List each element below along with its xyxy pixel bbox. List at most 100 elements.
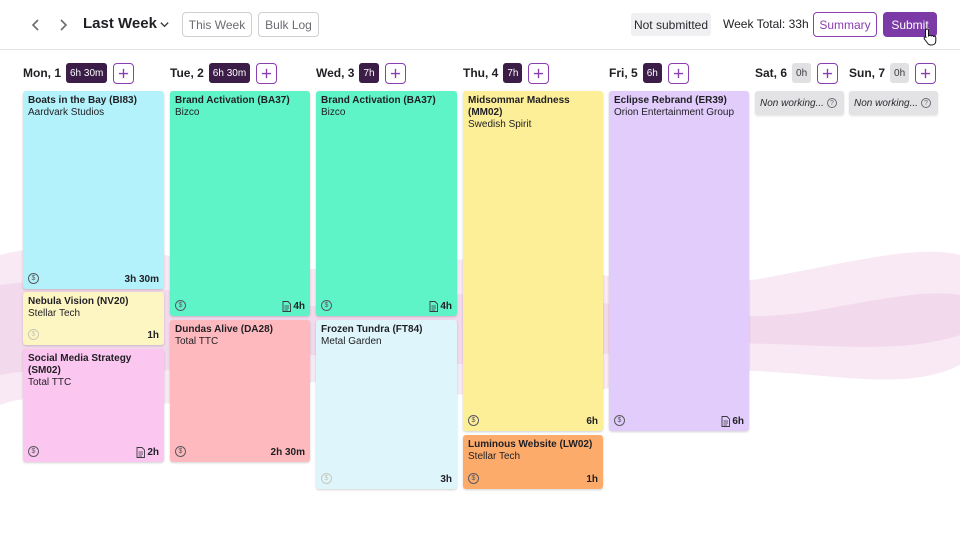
entry-project: Luminous Website (LW02) xyxy=(468,439,593,450)
entry-client: Metal Garden xyxy=(321,336,382,347)
plus-icon xyxy=(823,68,833,78)
entry-hours: 1h xyxy=(147,330,159,341)
add-entry-button-sat[interactable] xyxy=(817,62,839,84)
entry-hours: 4h xyxy=(282,301,305,312)
time-entry-card[interactable]: Dundas Alive (DA28) Total TTC $ 2h 30m xyxy=(170,320,310,462)
day-header-mon: Mon, 1 6h 30m xyxy=(23,62,135,84)
day-total-badge: 6h 30m xyxy=(208,63,251,83)
dollar-circle-icon: $ xyxy=(175,446,186,457)
day-total-badge: 7h xyxy=(359,63,379,83)
time-entry-card[interactable]: Midsommar Madness (MM02) Swedish Spirit … xyxy=(463,91,603,431)
entry-client: Aardvark Studios xyxy=(28,107,105,118)
hours-text: 2h 30m xyxy=(270,447,305,458)
entry-project: Brand Activation (BA37) xyxy=(175,95,290,106)
page-title: Last Week xyxy=(83,15,157,32)
this-week-button[interactable]: This Week xyxy=(182,12,252,37)
hours-text: 3h xyxy=(440,474,452,485)
dollar-circle-icon: $ xyxy=(321,473,332,484)
question-circle-icon[interactable]: ? xyxy=(920,98,931,108)
add-entry-button-mon[interactable] xyxy=(113,62,135,84)
entry-client: Stellar Tech xyxy=(28,308,81,319)
time-entry-card[interactable]: Nebula Vision (NV20) Stellar Tech $ 1h xyxy=(23,292,164,345)
plus-icon xyxy=(390,68,400,78)
non-working-label: Non working... xyxy=(854,97,918,109)
dollar-circle-icon: $ xyxy=(175,300,186,311)
day-total-badge: 6h 30m xyxy=(66,63,108,83)
week-dropdown-button[interactable] xyxy=(156,16,172,32)
entry-client: Bizco xyxy=(321,107,346,118)
hours-text: 6h xyxy=(732,416,744,427)
document-icon xyxy=(429,301,439,312)
add-entry-button-thu[interactable] xyxy=(528,62,550,84)
question-circle-icon[interactable]: ? xyxy=(826,98,837,108)
entry-client: Total TTC xyxy=(28,377,72,388)
add-entry-button-fri[interactable] xyxy=(667,62,689,84)
time-entry-card[interactable]: Boats in the Bay (BI83) Aardvark Studios… xyxy=(23,91,164,289)
plus-icon xyxy=(262,68,272,78)
dollar-circle-icon: $ xyxy=(321,300,332,311)
pointer-cursor-icon xyxy=(923,28,937,46)
hours-text: 1h xyxy=(147,330,159,341)
bulk-log-button[interactable]: Bulk Log xyxy=(258,12,319,37)
entry-project: Social Media Strategy (SM02) xyxy=(28,353,132,376)
week-total: Week Total: 33h xyxy=(723,17,809,31)
entry-project: Dundas Alive (DA28) xyxy=(175,324,273,335)
plus-icon xyxy=(673,68,683,78)
add-entry-button-wed[interactable] xyxy=(384,62,406,84)
dollar-circle-icon: $ xyxy=(28,329,39,340)
day-total-badge: 0h xyxy=(890,63,910,83)
day-header-fri: Fri, 5 6h xyxy=(609,62,689,84)
chevron-down-icon xyxy=(159,21,169,27)
day-header-sat: Sat, 6 0h xyxy=(755,62,839,84)
entry-hours: 2h 30m xyxy=(271,447,305,458)
document-icon xyxy=(721,416,731,427)
next-week-button[interactable] xyxy=(52,14,74,36)
entry-client: Swedish Spirit xyxy=(468,119,532,130)
top-toolbar: Last Week This Week Bulk Log Not submitt… xyxy=(0,0,960,50)
entry-hours: 6h xyxy=(721,416,744,427)
entry-hours: 4h xyxy=(429,301,452,312)
chevron-right-icon xyxy=(60,19,68,31)
time-entry-card[interactable]: Eclipse Rebrand (ER39) Orion Entertainme… xyxy=(609,91,749,431)
plus-icon xyxy=(119,68,129,78)
plus-icon xyxy=(921,68,931,78)
day-header-tue: Tue, 2 6h 30m xyxy=(170,62,278,84)
time-entry-card[interactable]: Frozen Tundra (FT84) Metal Garden $ 3h xyxy=(316,320,457,489)
day-header-wed: Wed, 3 7h xyxy=(316,62,406,84)
add-entry-button-tue[interactable] xyxy=(256,62,278,84)
summary-button[interactable]: Summary xyxy=(813,12,877,37)
document-icon xyxy=(282,301,292,312)
hours-text: 4h xyxy=(293,301,305,312)
entry-hours: 1h xyxy=(586,474,598,485)
document-icon xyxy=(136,447,146,458)
time-entry-card[interactable]: Brand Activation (BA37) Bizco $ 4h xyxy=(170,91,310,316)
day-label: Wed, 3 xyxy=(316,66,355,80)
plus-icon xyxy=(534,68,544,78)
prev-week-button[interactable] xyxy=(25,14,47,36)
non-working-day-sun[interactable]: Non working... ? xyxy=(849,91,938,115)
add-entry-button-sun[interactable] xyxy=(915,62,937,84)
entry-client: Orion Entertainment Group xyxy=(614,107,735,118)
entry-hours: 3h xyxy=(440,474,452,485)
entry-client: Stellar Tech xyxy=(468,451,521,462)
entry-project: Frozen Tundra (FT84) xyxy=(321,324,423,335)
day-label: Tue, 2 xyxy=(170,66,204,80)
entry-hours: 6h xyxy=(586,416,598,427)
time-entry-card[interactable]: Brand Activation (BA37) Bizco $ 4h xyxy=(316,91,457,316)
dollar-circle-icon: $ xyxy=(468,415,479,426)
entry-client: Bizco xyxy=(175,107,200,118)
entry-project: Eclipse Rebrand (ER39) xyxy=(614,95,727,106)
dollar-circle-icon: $ xyxy=(614,415,625,426)
non-working-day-sat[interactable]: Non working... ? xyxy=(755,91,844,115)
entry-hours: 3h 30m xyxy=(125,274,159,285)
time-entry-card[interactable]: Luminous Website (LW02) Stellar Tech $ 1… xyxy=(463,435,603,489)
day-total-badge: 0h xyxy=(792,63,812,83)
entry-client: Total TTC xyxy=(175,336,219,347)
entry-project: Brand Activation (BA37) xyxy=(321,95,436,106)
day-total-badge: 7h xyxy=(503,63,523,83)
dollar-circle-icon: $ xyxy=(28,273,39,284)
day-total-badge: 6h xyxy=(642,63,662,83)
day-label: Sat, 6 xyxy=(755,66,788,80)
non-working-label: Non working... xyxy=(760,97,824,109)
time-entry-card[interactable]: Social Media Strategy (SM02) Total TTC $… xyxy=(23,349,164,462)
